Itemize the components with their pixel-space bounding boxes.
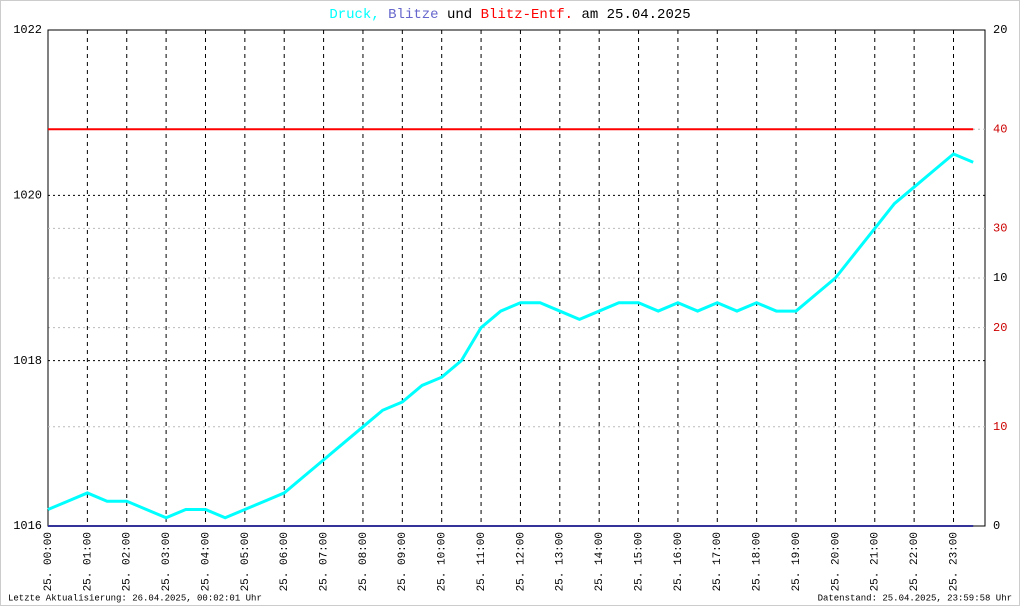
x-tick-label: 25. 23:00 bbox=[948, 532, 960, 591]
series-line bbox=[47, 152, 974, 520]
x-tick-label: 25. 20:00 bbox=[830, 532, 842, 591]
x-tick-label: 25. 19:00 bbox=[791, 532, 803, 591]
x-tick-label: 25. 17:00 bbox=[712, 532, 724, 591]
x-tick-label: 25. 04:00 bbox=[200, 532, 212, 591]
x-tick-label: 25. 14:00 bbox=[594, 532, 606, 591]
x-tick-label: 25. 22:00 bbox=[909, 532, 921, 591]
y3-tick-label: 10 bbox=[993, 420, 1007, 434]
y2-tick-label: 0 bbox=[993, 519, 1000, 533]
y-tick-label: 1016 bbox=[13, 519, 42, 533]
x-tick-label: 25. 00:00 bbox=[43, 532, 55, 591]
x-tick-label: 25. 03:00 bbox=[161, 532, 173, 591]
footer-left: Letzte Aktualisierung: 26.04.2025, 00:02… bbox=[8, 593, 262, 603]
y3-tick-label: 20 bbox=[993, 321, 1007, 335]
x-tick-label: 25. 16:00 bbox=[673, 532, 685, 591]
title-part: am 25.04.2025 bbox=[581, 7, 690, 23]
y3-tick-label: 30 bbox=[993, 222, 1007, 236]
x-tick-label: 25. 02:00 bbox=[122, 532, 134, 591]
y2-tick-label: 10 bbox=[993, 271, 1007, 285]
title-part: Druck, bbox=[329, 7, 379, 23]
x-tick-label: 25. 13:00 bbox=[555, 532, 567, 591]
x-tick-label: 25. 09:00 bbox=[397, 532, 409, 591]
x-tick-label: 25. 21:00 bbox=[870, 532, 882, 591]
title-part: Blitze bbox=[388, 7, 438, 23]
footer-right: Datenstand: 25.04.2025, 23:59:58 Uhr bbox=[818, 593, 1012, 603]
y2-tick-label: 20 bbox=[993, 23, 1007, 37]
y-tick-label: 1022 bbox=[13, 23, 42, 37]
title-part: und bbox=[447, 7, 472, 23]
x-tick-label: 25. 05:00 bbox=[240, 532, 252, 591]
x-tick-label: 25. 12:00 bbox=[515, 532, 527, 591]
x-tick-label: 25. 18:00 bbox=[752, 532, 764, 591]
x-tick-label: 25. 07:00 bbox=[318, 532, 330, 591]
title-part: Blitz-Entf. bbox=[481, 7, 573, 23]
y-tick-label: 1020 bbox=[13, 189, 42, 203]
y-tick-label: 1018 bbox=[13, 354, 42, 368]
x-tick-label: 25. 11:00 bbox=[476, 532, 488, 591]
chart-title: Druck, Blitze und Blitz-Entf. am 25.04.2… bbox=[329, 7, 690, 23]
x-tick-label: 25. 10:00 bbox=[437, 532, 449, 591]
x-tick-label: 25. 15:00 bbox=[633, 532, 645, 591]
x-tick-label: 25. 06:00 bbox=[279, 532, 291, 591]
y3-tick-label: 40 bbox=[993, 122, 1007, 136]
x-tick-label: 25. 01:00 bbox=[82, 532, 94, 591]
x-tick-label: 25. 08:00 bbox=[358, 532, 370, 591]
